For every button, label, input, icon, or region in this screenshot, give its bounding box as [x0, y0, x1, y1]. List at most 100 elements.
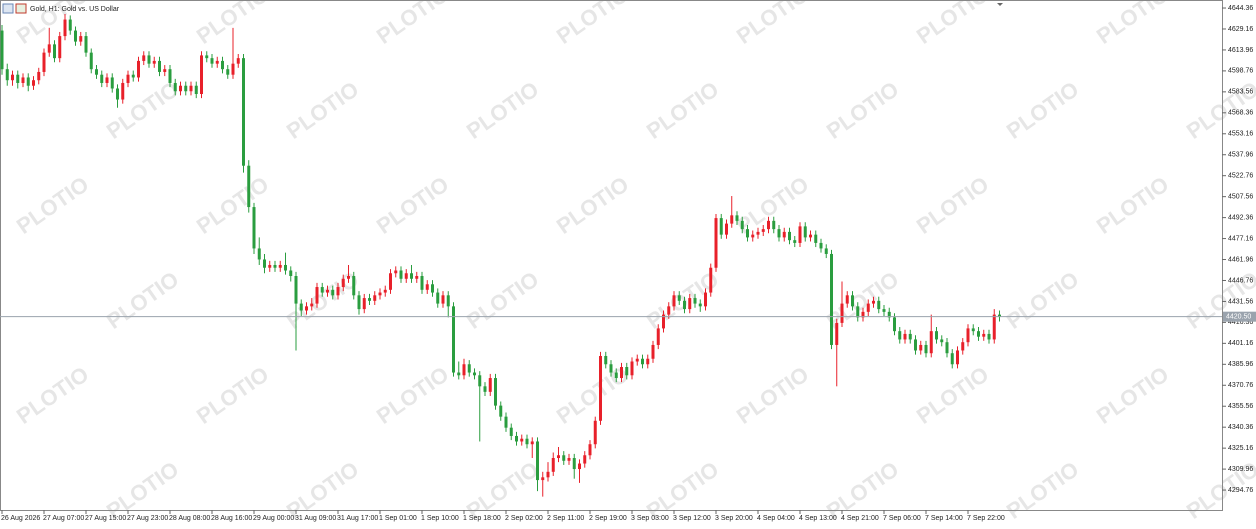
y-tick-label: 4446.76	[1228, 277, 1253, 284]
candle-body	[179, 85, 182, 92]
watermark: PLOTIO	[1002, 76, 1083, 143]
y-tick-label: 4461.96	[1228, 256, 1253, 263]
candle-body	[620, 367, 623, 379]
candle-body	[158, 60, 161, 72]
candle-body	[257, 248, 261, 260]
candle-body	[688, 298, 692, 310]
candle-body	[998, 314, 1001, 317]
candle-body	[914, 339, 917, 351]
candle-body	[614, 372, 618, 379]
y-tick-label: 4340.36	[1228, 424, 1253, 431]
watermark: PLOTIO	[912, 171, 993, 238]
candle-body	[872, 300, 875, 304]
candle-body	[273, 264, 277, 268]
candle-body	[761, 229, 765, 232]
candle-body	[887, 311, 891, 318]
candle-body	[42, 52, 46, 72]
x-tick-label: 28 Aug 16:00	[211, 515, 252, 522]
candle-body	[68, 19, 72, 31]
watermark: PLOTIO	[12, 171, 93, 238]
candle-body	[625, 367, 629, 376]
x-tick-label: 4 Sep 04:00	[757, 515, 795, 522]
candle-body	[782, 231, 786, 238]
y-tick-label: 4629.16	[1228, 26, 1253, 33]
candle-body	[903, 333, 907, 340]
candle-body	[551, 458, 555, 472]
candle-body	[499, 405, 503, 417]
watermark: PLOTIO	[912, 361, 993, 428]
candle-body	[709, 267, 713, 293]
candle-body	[399, 270, 403, 279]
candle-body	[919, 344, 923, 351]
icon	[2, 3, 14, 14]
candle-body	[599, 355, 602, 421]
x-tick-label: 3 Sep 12:00	[673, 515, 711, 522]
candle-body	[389, 273, 392, 290]
y-tick-label: 4477.16	[1228, 235, 1253, 242]
x-tick-label: 31 Aug 17:00	[337, 515, 378, 522]
candle-body	[457, 372, 461, 376]
candle-body	[242, 58, 245, 166]
candle-body	[604, 355, 608, 365]
x-tick-label: 3 Sep 20:00	[715, 515, 753, 522]
candle-body	[431, 284, 434, 293]
candle-body	[966, 328, 970, 343]
candle-body	[247, 165, 251, 208]
candle-body	[63, 19, 67, 37]
candle-body	[478, 375, 482, 387]
candle-body	[394, 270, 398, 274]
last-price-label: 4420.50	[1226, 314, 1251, 321]
candle-body	[809, 234, 812, 238]
x-tick-label: 28 Aug 08:00	[169, 515, 210, 522]
candle-body	[572, 458, 576, 470]
candle-body	[368, 298, 371, 301]
candle-body	[536, 441, 539, 481]
candle-body	[740, 220, 744, 230]
candle-body	[562, 455, 566, 461]
candle-body	[940, 339, 944, 343]
watermark: PLOTIO	[1092, 0, 1173, 49]
candle-body	[152, 60, 156, 64]
candle-body	[793, 240, 797, 243]
candle-body	[137, 60, 140, 78]
candle-body	[494, 378, 497, 406]
last-price-box	[1223, 311, 1256, 322]
watermark: PLOTIO	[912, 0, 993, 49]
icon	[15, 3, 27, 14]
y-tick-label: 4385.96	[1228, 361, 1253, 368]
candle-body	[583, 455, 587, 464]
candle-body	[851, 295, 854, 307]
candle-body	[520, 438, 524, 442]
candle-body	[835, 322, 839, 345]
candle-body	[341, 278, 345, 288]
y-tick-label: 4598.76	[1228, 68, 1253, 75]
candle-body	[79, 36, 83, 42]
candle-body	[956, 350, 959, 365]
candle-body	[74, 30, 77, 42]
candle-body	[410, 273, 413, 279]
candle-body	[446, 295, 450, 307]
y-tick-label: 4522.76	[1228, 173, 1253, 180]
candle-body	[777, 229, 781, 238]
candle-body	[278, 264, 282, 268]
x-tick-label: 2 Sep 11:00	[547, 515, 584, 522]
x-tick-label: 3 Sep 03:00	[631, 515, 669, 522]
candle-body	[772, 220, 776, 230]
candle-body	[11, 74, 14, 81]
watermark: PLOTIO	[192, 361, 273, 428]
candle-body	[824, 248, 828, 254]
candle-body	[987, 333, 991, 340]
candle-body	[236, 58, 240, 64]
candle-body	[683, 300, 686, 310]
candle-body	[189, 85, 193, 92]
candle-body	[541, 477, 545, 481]
x-tick-label: 29 Aug 00:00	[253, 515, 294, 522]
x-tick-label: 7 Sep 22:00	[967, 515, 1005, 522]
candle-body	[194, 85, 198, 95]
watermark: PLOTIO	[1092, 361, 1173, 428]
candle-body	[84, 36, 88, 53]
candle-body	[557, 455, 560, 459]
x-tick-label: 2 Sep 19:00	[589, 515, 627, 522]
x-tick-label: 1 Sep 01:00	[379, 515, 417, 522]
y-tick-label: 4431.56	[1228, 298, 1253, 305]
